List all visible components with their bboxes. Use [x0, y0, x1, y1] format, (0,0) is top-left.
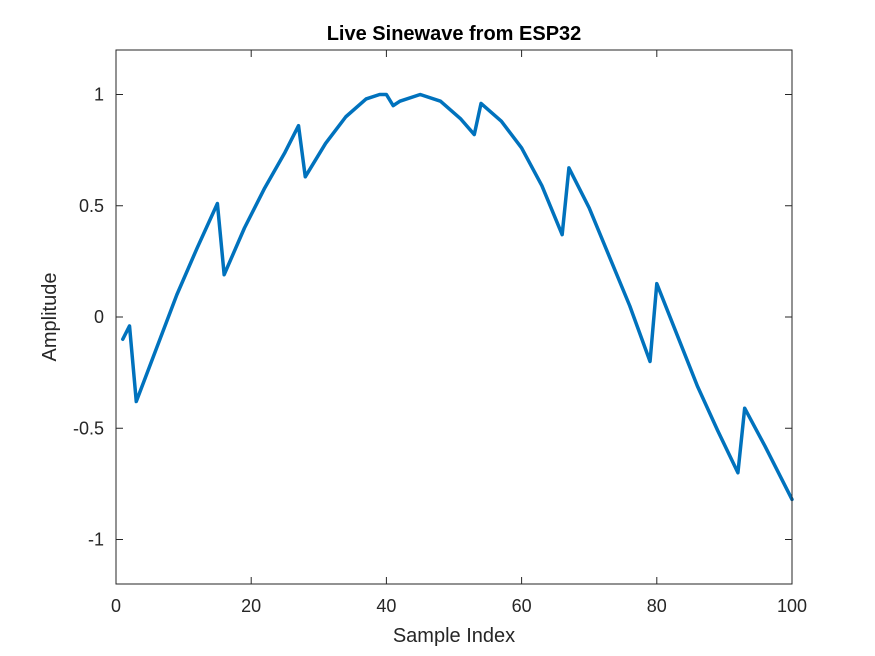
x-tick-label: 60: [512, 596, 532, 616]
y-axis-label: Amplitude: [39, 273, 61, 362]
x-tick-label: 0: [111, 596, 121, 616]
axes-box: [115, 49, 793, 585]
y-tick-label: -0.5: [73, 418, 104, 438]
x-axis-label: Sample Index: [393, 625, 515, 647]
chart-title: Live Sinewave from ESP32: [327, 23, 582, 45]
sinewave-series-line: [121, 92, 794, 502]
x-tick-label: 80: [647, 596, 667, 616]
y-tick-label: -1: [88, 530, 104, 550]
y-tick-label: 0: [94, 307, 104, 327]
y-tick-label: 1: [94, 85, 104, 105]
plot-area: [116, 50, 792, 584]
series-layer: [121, 92, 794, 502]
tick-labels: 0 20 40 60 80 100 1 0.5 0 -0.5 -1: [73, 85, 807, 617]
x-tick-label: 100: [777, 596, 807, 616]
x-tick-label: 20: [241, 596, 261, 616]
x-tick-label: 40: [376, 596, 396, 616]
y-tick-label: 0.5: [79, 196, 104, 216]
